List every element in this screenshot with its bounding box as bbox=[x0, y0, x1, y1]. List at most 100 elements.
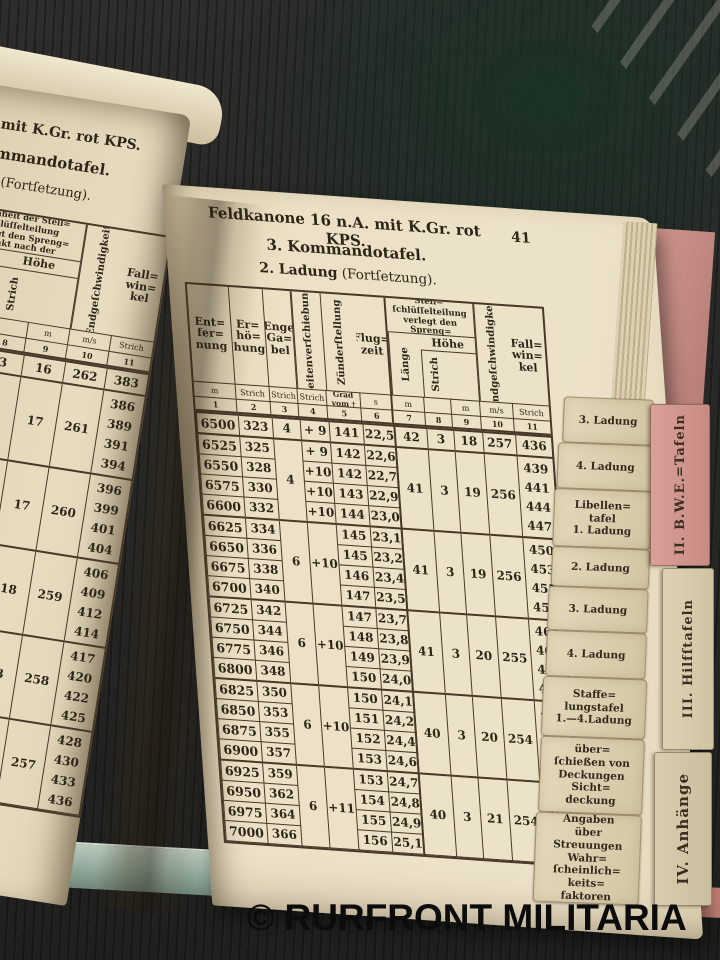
table-cell: 23,7 bbox=[375, 607, 410, 631]
table-cell: 23,4 bbox=[372, 567, 407, 590]
table-cell: 22,6 bbox=[364, 444, 398, 468]
section-tab-anhaenge[interactable]: IV. Anhänge bbox=[654, 752, 712, 906]
table-cell: 350 bbox=[256, 680, 293, 704]
index-tab-3-ladung-2[interactable]: 3. Ladung bbox=[547, 585, 649, 634]
table-cell: 23,0 bbox=[368, 505, 403, 529]
table-cell: 4 bbox=[272, 417, 302, 441]
table-cell: 24,8 bbox=[388, 791, 422, 815]
index-tab-3-ladung[interactable]: 3. Ladung bbox=[562, 396, 654, 446]
table-cell: 24,6 bbox=[385, 750, 420, 774]
table-cell: 364 bbox=[265, 803, 301, 826]
tab-label: Libellen= tafel 1. Ladung bbox=[572, 498, 632, 539]
table-cell: 153 bbox=[353, 768, 389, 792]
table-cell: 6500 bbox=[196, 411, 240, 437]
table-cell: 362 bbox=[263, 783, 300, 806]
tab-label: 3. Ladung bbox=[578, 413, 638, 428]
table-cell: 23,5 bbox=[374, 587, 408, 611]
index-tab-2-ladung[interactable]: 2. Ladung bbox=[550, 545, 651, 590]
table-cell: 357 bbox=[261, 741, 297, 765]
table-cell: 348 bbox=[255, 660, 291, 684]
table-cell: 148 bbox=[343, 626, 379, 649]
table-cell: 355 bbox=[259, 721, 295, 745]
table-cell: 340 bbox=[249, 578, 286, 602]
table-cell: 142 bbox=[330, 442, 366, 466]
table-cell: 338 bbox=[248, 558, 284, 581]
table-cell: 24,7 bbox=[387, 771, 421, 795]
col-number: 6 bbox=[361, 407, 395, 423]
table-cell: 141 bbox=[328, 421, 365, 445]
watermark-text: © RURFRONT MILITARIA bbox=[247, 897, 687, 938]
index-tab-stack: 3. Ladung 4. Ladung Libellen= tafel 1. L… bbox=[532, 396, 666, 920]
table-cell: 342 bbox=[251, 599, 287, 623]
table-cell: 346 bbox=[253, 640, 290, 663]
col-endgeschwindigkeit: Endgeſchwindigkeit bbox=[473, 303, 513, 404]
table-cell: 24,1 bbox=[381, 689, 415, 713]
table-cell: 436 bbox=[515, 434, 553, 458]
table-cell: 25,1 bbox=[391, 832, 425, 855]
index-tab-staffelungstafel[interactable]: Staffe= lungstafel 1.—4.Ladung bbox=[540, 675, 648, 740]
table-cell: 23,1 bbox=[370, 526, 404, 550]
table-cell: 151 bbox=[349, 707, 385, 731]
index-tab-4-ladung[interactable]: 4. Ladung bbox=[556, 442, 655, 492]
left-ballistic-table: Flug= zeit 1 Einheit der Stell= ſchlüſſe… bbox=[0, 197, 173, 819]
tab-label: 4. Ladung bbox=[566, 647, 626, 662]
section-tab-bwe-tafeln[interactable]: II. B.W.E.=Tafeln bbox=[650, 404, 710, 566]
table-cell: 366 bbox=[266, 823, 303, 846]
col-number: 5 bbox=[327, 405, 363, 421]
table-cell: 156 bbox=[357, 829, 393, 853]
col-hoehe-m-spacer bbox=[447, 352, 480, 401]
col-number: 4 bbox=[298, 403, 329, 419]
tab-label: IV. Anhänge bbox=[674, 773, 692, 885]
right-ballistic-table: Ent= fer= nung Er= hö= hung Enge Ga= bel… bbox=[184, 281, 584, 869]
table-cell: 24,4 bbox=[384, 730, 418, 753]
table-cell: 153 bbox=[351, 748, 388, 772]
table-cell: +10 bbox=[304, 481, 335, 504]
table-cell: 142 bbox=[331, 463, 368, 486]
col-number: 7 bbox=[393, 409, 427, 426]
col-number: 3 bbox=[270, 401, 300, 417]
tab-label: über= ſchießen von Deckungen Sicht= deck… bbox=[553, 742, 631, 808]
table-cell: 24,2 bbox=[382, 710, 417, 733]
table-cell: 22,7 bbox=[365, 465, 400, 488]
index-tab-libellentafel[interactable]: Libellen= tafel 1. Ladung bbox=[552, 488, 653, 550]
tab-label: II. B.W.E.=Tafeln bbox=[672, 414, 688, 556]
col-number: 1 bbox=[194, 395, 238, 412]
tab-label: 4. Ladung bbox=[575, 459, 635, 474]
table-cell: +10 bbox=[305, 501, 337, 524]
col-fallwinkel: Fall= win= kel bbox=[510, 336, 544, 375]
table-cell: + 9 bbox=[301, 440, 332, 464]
table-cell: 154 bbox=[354, 789, 391, 812]
table-cell: 147 bbox=[341, 605, 378, 629]
table-cell: 144 bbox=[334, 503, 371, 527]
table-cell: 330 bbox=[242, 476, 278, 500]
table-cell: 42 bbox=[394, 425, 429, 450]
table-cell: 149 bbox=[344, 646, 381, 669]
table-cell: 145 bbox=[337, 544, 373, 568]
table-cell: 7000 bbox=[224, 820, 269, 844]
left-table-body: 0,2433162623830,343317261386 389 391 394… bbox=[0, 335, 150, 816]
table-cell: 334 bbox=[245, 517, 281, 541]
table-cell: 23,9 bbox=[378, 648, 412, 672]
tab-label: III. Hilfſtafeln bbox=[680, 599, 696, 719]
table-cell: 150 bbox=[347, 687, 383, 711]
table-cell: + 9 bbox=[300, 419, 331, 443]
index-tab-4-ladung-2[interactable]: 4. Ladung bbox=[545, 629, 647, 680]
index-tab-streuungen[interactable]: Angaben über Streuungen Wahr= ſcheinlich… bbox=[532, 811, 642, 906]
table-cell: 328 bbox=[241, 456, 277, 480]
table-cell: 344 bbox=[252, 619, 288, 643]
col-number: 10 bbox=[480, 415, 515, 432]
tab-label: Staffe= lungstafel 1.—4.Ladung bbox=[555, 687, 633, 728]
section-tab-hilfstafeln[interactable]: III. Hilfſtafeln bbox=[662, 568, 714, 750]
subtitle-ladung: 2. Ladung bbox=[258, 259, 339, 282]
col-number: 11 bbox=[513, 418, 551, 434]
index-tab-ueberschiessen[interactable]: über= ſchießen von Deckungen Sicht= deck… bbox=[538, 735, 645, 816]
col-laenge: Länge bbox=[387, 332, 425, 397]
table-cell: 147 bbox=[340, 584, 376, 608]
table-cell: 353 bbox=[258, 701, 294, 724]
table-cell: 325 bbox=[239, 436, 276, 460]
right-table-body: 6500 323 4 + 9 141 22,5 42 3 18 257 436 6525 325 4 + 9… bbox=[196, 411, 582, 866]
col-number: 2 bbox=[236, 398, 272, 415]
col-number: 8 bbox=[425, 411, 453, 427]
table-cell: 22,9 bbox=[367, 485, 401, 508]
